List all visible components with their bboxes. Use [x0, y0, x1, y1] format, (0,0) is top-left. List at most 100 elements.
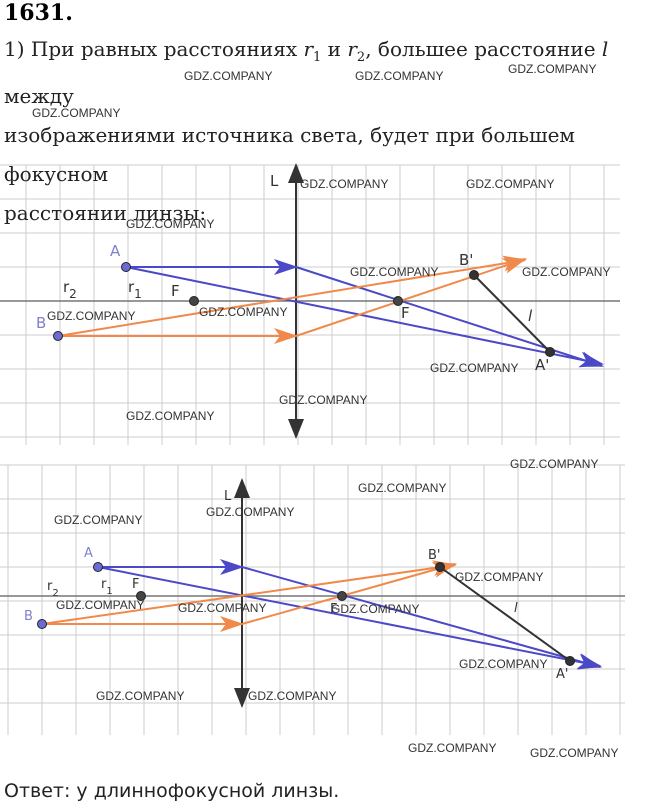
watermark: GDZ.COMPANY [279, 393, 367, 407]
label: F [401, 304, 410, 322]
label-sub: 2 [69, 287, 77, 301]
watermark: GDZ.COMPANY [54, 513, 142, 527]
label-text: r [63, 278, 70, 296]
label: l [528, 307, 533, 325]
label-text: B' [459, 251, 473, 269]
point [189, 296, 199, 306]
text: изображениями источника света, будет при… [4, 123, 575, 186]
math-sub: 2 [356, 50, 366, 65]
ray [295, 266, 604, 367]
label-text: B' [428, 548, 441, 563]
math-sub: 1 [313, 50, 322, 65]
ray [241, 562, 457, 625]
point [37, 619, 47, 629]
watermark: GDZ.COMPANY [408, 741, 496, 755]
label: B' [459, 251, 473, 269]
label-text: l [528, 307, 533, 325]
label: F [132, 577, 139, 592]
label-text: r [128, 278, 135, 296]
label: r2 [47, 579, 59, 599]
watermark: GDZ.COMPANY [184, 69, 272, 83]
label: B [36, 314, 46, 332]
text: между [4, 84, 74, 108]
watermark: GDZ.COMPANY [248, 689, 336, 703]
watermark: GDZ.COMPANY [178, 601, 266, 615]
text: расстоянии линзы: [4, 201, 207, 225]
ray [241, 566, 602, 669]
watermark: GDZ.COMPANY [126, 217, 214, 231]
text: и [321, 37, 348, 61]
watermark: GDZ.COMPANY [508, 62, 596, 76]
label: B' [428, 548, 441, 563]
label: B [24, 609, 33, 624]
ray [125, 266, 604, 368]
image-distance [439, 566, 571, 662]
label: r2 [63, 278, 77, 301]
label-text: A' [556, 667, 568, 682]
point [136, 591, 146, 601]
label: F [171, 282, 180, 300]
label: L [224, 489, 232, 504]
point [393, 296, 403, 306]
watermark: GDZ.COMPANY [96, 689, 184, 703]
watermark: GDZ.COMPANY [350, 265, 438, 279]
label-text: A' [535, 356, 549, 374]
ray [97, 566, 602, 670]
watermark: GDZ.COMPANY [355, 69, 443, 83]
watermark: GDZ.COMPANY [455, 570, 543, 584]
point [545, 347, 555, 357]
watermark: GDZ.COMPANY [459, 657, 547, 671]
point [565, 656, 575, 666]
problem-text: 1) При равных расстояниях r1 и r2, больш… [4, 30, 647, 233]
math: r [303, 37, 314, 61]
watermark: GDZ.COMPANY [300, 177, 388, 191]
text: 1) При равных расстояниях [4, 37, 304, 61]
problem-number: 1631. [4, 0, 73, 26]
label-sub: 1 [134, 287, 142, 301]
watermark: GDZ.COMPANY [331, 602, 419, 616]
label-text: F [330, 602, 337, 617]
ray [295, 258, 527, 337]
watermark: GDZ.COMPANY [32, 106, 120, 120]
ray [41, 560, 457, 625]
label: L [270, 172, 279, 190]
label: r1 [101, 577, 113, 597]
watermark: GDZ.COMPANY [199, 305, 287, 319]
math: l [601, 37, 609, 61]
label: A' [535, 356, 549, 374]
label-text: L [224, 489, 232, 504]
label: r1 [128, 278, 142, 301]
watermark: GDZ.COMPANY [56, 598, 144, 612]
watermark: GDZ.COMPANY [47, 309, 135, 323]
label-text: l [514, 601, 518, 616]
ray [57, 255, 527, 337]
text: , большее расстояние [365, 37, 602, 61]
label-text: B [36, 314, 46, 332]
watermark: GDZ.COMPANY [206, 505, 294, 519]
watermark: GDZ.COMPANY [126, 409, 214, 423]
label: A' [556, 667, 568, 682]
point [435, 562, 445, 572]
answer: Ответ: у длиннофокусной линзы. [4, 780, 340, 802]
point [53, 331, 63, 341]
watermark: GDZ.COMPANY [466, 177, 554, 191]
point [121, 262, 131, 272]
label: F [330, 602, 337, 617]
watermark: GDZ.COMPANY [530, 746, 618, 760]
label-text: F [132, 577, 139, 592]
label-text: A [84, 546, 93, 561]
label-sub: 1 [106, 586, 112, 597]
watermarks: GDZ.COMPANY GDZ.COMPANY GDZ.COMPANY GDZ.COM… [32, 62, 618, 760]
label: A [110, 242, 121, 260]
label-text: A [110, 242, 121, 260]
label-text: L [270, 172, 279, 190]
label: l [514, 601, 518, 616]
label-text: r [47, 579, 53, 594]
image-distance [473, 274, 551, 353]
label-text: B [24, 609, 33, 624]
label: A [84, 546, 93, 561]
watermark: GDZ.COMPANY [510, 457, 598, 471]
